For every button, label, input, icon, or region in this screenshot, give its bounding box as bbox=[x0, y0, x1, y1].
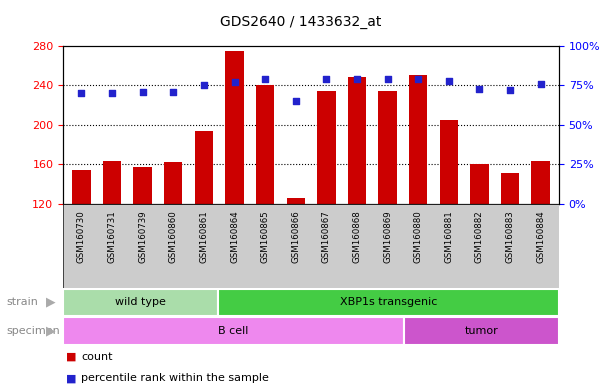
Text: GSM160881: GSM160881 bbox=[444, 210, 453, 263]
Bar bbox=[404, 317, 559, 345]
Bar bbox=[379, 91, 397, 204]
Text: GDS2640 / 1433632_at: GDS2640 / 1433632_at bbox=[220, 15, 381, 29]
Point bbox=[260, 76, 270, 82]
Point bbox=[322, 76, 331, 82]
Text: GSM160883: GSM160883 bbox=[505, 210, 514, 263]
Text: strain: strain bbox=[6, 297, 38, 308]
Point bbox=[291, 98, 300, 104]
Text: percentile rank within the sample: percentile rank within the sample bbox=[81, 373, 269, 383]
Point bbox=[168, 89, 178, 95]
Text: tumor: tumor bbox=[465, 326, 498, 336]
Bar bbox=[218, 289, 559, 316]
Text: B cell: B cell bbox=[218, 326, 249, 336]
Point bbox=[383, 76, 392, 82]
Text: GSM160865: GSM160865 bbox=[261, 210, 270, 263]
Text: ■: ■ bbox=[66, 373, 76, 383]
Point bbox=[138, 89, 147, 95]
Point bbox=[505, 87, 515, 93]
Text: GSM160869: GSM160869 bbox=[383, 210, 392, 263]
Text: GSM160864: GSM160864 bbox=[230, 210, 239, 263]
Text: GSM160866: GSM160866 bbox=[291, 210, 300, 263]
Text: GSM160880: GSM160880 bbox=[413, 210, 423, 263]
Bar bbox=[164, 162, 183, 204]
Bar bbox=[103, 161, 121, 204]
Bar bbox=[195, 131, 213, 204]
Bar bbox=[287, 198, 305, 204]
Text: GSM160739: GSM160739 bbox=[138, 210, 147, 263]
Bar bbox=[501, 173, 519, 204]
Bar bbox=[63, 289, 218, 316]
Bar bbox=[225, 51, 243, 204]
Point bbox=[230, 79, 239, 85]
Point bbox=[444, 78, 454, 84]
Point bbox=[199, 82, 209, 88]
Text: GSM160731: GSM160731 bbox=[108, 210, 117, 263]
Bar bbox=[63, 317, 404, 345]
Text: GSM160861: GSM160861 bbox=[200, 210, 209, 263]
Bar bbox=[409, 74, 427, 204]
Point bbox=[413, 76, 423, 82]
Bar bbox=[256, 85, 274, 204]
Bar bbox=[531, 161, 550, 204]
Point bbox=[107, 90, 117, 96]
Text: count: count bbox=[81, 352, 112, 362]
Point bbox=[77, 90, 87, 96]
Text: GSM160868: GSM160868 bbox=[352, 210, 361, 263]
Bar bbox=[317, 91, 335, 204]
Bar bbox=[470, 164, 489, 204]
Text: GSM160730: GSM160730 bbox=[77, 210, 86, 263]
Point bbox=[352, 76, 362, 82]
Text: GSM160867: GSM160867 bbox=[322, 210, 331, 263]
Bar bbox=[63, 204, 559, 288]
Text: GSM160884: GSM160884 bbox=[536, 210, 545, 263]
Point bbox=[535, 81, 545, 87]
Bar bbox=[72, 170, 91, 204]
Text: GSM160860: GSM160860 bbox=[169, 210, 178, 263]
Text: ■: ■ bbox=[66, 352, 76, 362]
Point bbox=[475, 86, 484, 92]
Text: wild type: wild type bbox=[115, 297, 166, 308]
Text: GSM160882: GSM160882 bbox=[475, 210, 484, 263]
Text: ▶: ▶ bbox=[46, 325, 56, 338]
Text: ▶: ▶ bbox=[46, 296, 56, 309]
Text: XBP1s transgenic: XBP1s transgenic bbox=[340, 297, 437, 308]
Bar bbox=[133, 167, 152, 204]
Text: specimen: specimen bbox=[6, 326, 59, 336]
Bar bbox=[439, 120, 458, 204]
Bar bbox=[348, 76, 366, 204]
